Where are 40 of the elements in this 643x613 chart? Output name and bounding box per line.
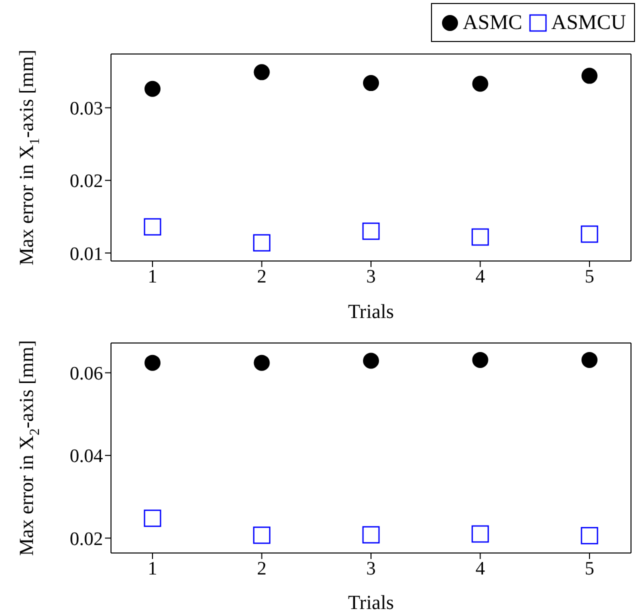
point	[362, 526, 380, 544]
point	[363, 75, 379, 92]
point	[472, 352, 488, 368]
point	[581, 68, 598, 84]
point	[144, 354, 161, 371]
point	[580, 225, 598, 243]
x-tick-label: 1	[148, 558, 158, 580]
point	[363, 352, 379, 369]
point	[144, 510, 162, 527]
point	[581, 352, 598, 368]
point	[472, 76, 488, 92]
point	[362, 222, 380, 240]
point	[472, 228, 489, 246]
point	[253, 526, 270, 544]
point	[580, 526, 598, 544]
x-tick-label: 5	[584, 558, 594, 580]
x-tick-label: 5	[584, 266, 594, 288]
point	[254, 64, 270, 80]
point	[253, 234, 270, 252]
point	[144, 80, 161, 97]
point	[472, 525, 489, 543]
y-tick-label: 0.06	[70, 364, 103, 385]
y-tick-label: 0.02	[70, 528, 103, 550]
x-tick-label: 2	[257, 266, 267, 288]
x-tick-label: 4	[475, 266, 486, 288]
x-tick-label: 3	[366, 266, 376, 288]
y-tick-label: 0.02	[70, 171, 103, 192]
x-tick-label: 3	[366, 558, 376, 580]
legend-label: ASMC	[462, 10, 522, 35]
point	[254, 354, 270, 371]
x-axis-title: Trials	[348, 592, 394, 613]
y-tick-label: 0.04	[70, 446, 104, 468]
x-tick-label: 2	[257, 558, 267, 580]
x-axis-title: Trials	[348, 301, 394, 323]
x-tick-label: 1	[148, 266, 158, 288]
y-tick-label: 0.03	[70, 98, 103, 120]
legend-label: ASMCU	[551, 10, 626, 35]
x-tick-label: 4	[475, 558, 486, 580]
point	[144, 218, 162, 236]
y-tick-label: 0.01	[70, 244, 103, 265]
